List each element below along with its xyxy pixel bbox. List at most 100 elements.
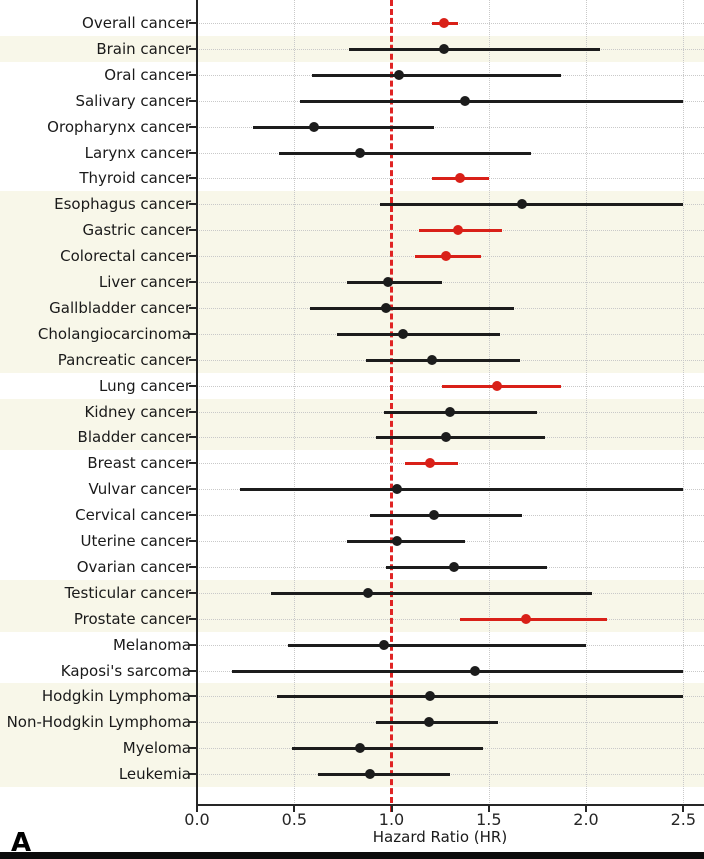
ci-line [370,513,522,517]
point-marker [355,148,366,158]
row-label: Uterine cancer [80,532,191,550]
ci-line [379,202,684,206]
y-tick-mark [189,436,197,438]
point-marker [516,199,527,209]
y-tick-mark [189,152,197,154]
x-tick-mark [487,806,490,812]
row-label: Esophagus cancer [54,195,191,213]
y-tick-mark [189,514,197,516]
ci-line [366,358,520,362]
y-tick-mark [189,462,197,464]
row-label: Testicular cancer [64,584,191,602]
point-marker [444,407,455,417]
ci-line [348,47,600,51]
y-tick-mark [189,747,197,749]
row-label: Ovarian cancer [76,558,191,576]
ci-line [270,591,592,595]
y-tick-mark [189,411,197,413]
row-label: Melanoma [112,636,191,654]
point-marker [441,251,451,261]
point-marker [427,355,438,365]
row-label: Hodgkin Lymphoma [41,687,191,705]
row-label: Lung cancer [99,377,191,395]
point-marker [439,18,449,28]
x-tick-label: 2.5 [670,810,697,829]
x-axis-title: Hazard Ratio (HR) [372,828,508,846]
row-label: Pancreatic cancer [57,351,191,369]
y-tick-mark [189,126,197,128]
row-label: Gastric cancer [82,221,191,239]
grid-line-vertical [294,0,296,805]
y-tick-mark [189,100,197,102]
row-label: Brain cancer [96,40,191,58]
point-marker [382,277,393,287]
point-marker [439,44,449,54]
row-label: Bladder cancer [77,428,191,446]
ci-line [278,151,532,155]
point-marker [425,458,436,468]
x-tick-label: 2.0 [573,810,599,829]
row-label: Kaposi's sarcoma [60,662,191,680]
row-label: Gallbladder cancer [49,299,191,317]
y-tick-mark [189,773,197,775]
y-tick-mark [189,307,197,309]
point-marker [365,769,376,779]
y-tick-mark [189,74,197,76]
y-tick-mark [189,721,197,723]
y-tick-mark [189,359,197,361]
ci-line [232,669,684,673]
x-tick-mark [293,806,296,812]
y-tick-mark [189,488,197,490]
grid-line-vertical [586,0,587,805]
point-marker [394,70,405,80]
point-marker [392,484,403,494]
x-tick-mark [682,806,685,812]
ci-line [346,280,443,284]
row-label: Prostate cancer [73,610,191,628]
y-tick-mark [189,48,197,50]
x-tick-mark [196,806,198,812]
point-marker [520,614,531,624]
point-marker [423,717,434,727]
y-tick-mark [189,540,197,542]
y-tick-mark [189,644,197,646]
row-label: Vulvar cancer [88,480,191,498]
x-tick-label: 1.0 [378,810,405,829]
grid-line-horizontal [197,774,704,775]
y-tick-mark [189,385,197,387]
x-tick-mark [585,806,587,812]
point-marker [448,562,459,572]
ci-line [383,410,538,414]
point-marker [491,381,502,391]
point-marker [392,536,403,546]
ci-line [337,332,501,336]
ci-line [385,565,548,569]
point-marker [355,743,366,753]
row-label: Larynx cancer [84,144,191,162]
row-label: Cholangiocarcinoma [37,325,191,343]
point-marker [398,329,409,339]
ci-line [292,746,483,750]
y-tick-mark [189,333,197,335]
y-tick-mark [189,566,197,568]
point-marker [308,122,319,132]
ci-line [346,539,466,543]
y-tick-mark [189,695,197,697]
grid-line-horizontal [197,282,704,283]
y-tick-mark [189,229,197,231]
grid-line-horizontal [197,619,704,620]
ci-line [459,617,608,621]
ci-line [253,125,435,129]
y-tick-mark [189,618,197,620]
point-marker [363,588,374,598]
ci-line [288,643,586,647]
row-label: Non-Hodgkin Lymphoma [6,713,191,731]
y-tick-mark [189,203,197,205]
y-tick-mark [189,592,197,594]
bottom-black-bar [0,852,704,859]
row-label: Oropharynx cancer [47,118,191,136]
point-marker [452,225,463,235]
reference-line [390,0,393,812]
